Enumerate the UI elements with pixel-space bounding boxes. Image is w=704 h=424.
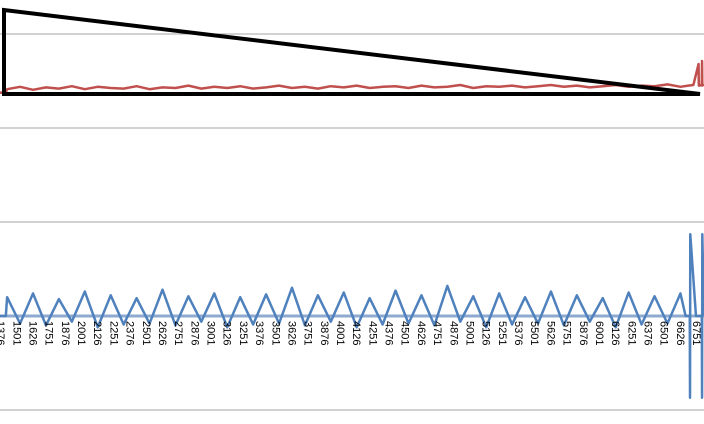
- x-tick-label: 1501: [10, 321, 22, 345]
- x-tick-label: 4751: [431, 321, 443, 345]
- x-tick-label: 5126: [480, 321, 492, 345]
- x-tick-label: 1376: [0, 321, 6, 345]
- x-tick-label: 3876: [318, 321, 330, 345]
- x-tick-label: 3376: [253, 321, 265, 345]
- plots: [0, 59, 704, 400]
- x-tick-label: 6501: [658, 321, 670, 345]
- x-tick-label: 3501: [269, 321, 281, 345]
- x-tick-label: 2126: [91, 321, 103, 345]
- x-tick-label: 5376: [512, 321, 524, 345]
- x-tick-label: 1626: [26, 321, 38, 345]
- x-tick-label: 4001: [334, 321, 346, 345]
- data-line: [0, 232, 704, 400]
- x-tick-label: 4501: [399, 321, 411, 345]
- x-tick-label: 1876: [59, 321, 71, 345]
- x-tick-label: 6376: [642, 321, 654, 345]
- x-tick-label: 3751: [302, 321, 314, 345]
- data-line: [0, 59, 704, 95]
- x-tick-label: 6626: [674, 321, 686, 345]
- x-tick-label: 2626: [156, 321, 168, 345]
- x-tick-label: 4376: [383, 321, 395, 345]
- x-tick-label: 5876: [577, 321, 589, 345]
- x-tick-label: 4251: [366, 321, 378, 345]
- x-tick-label: 4126: [350, 321, 362, 345]
- x-tick-label: 5001: [463, 321, 475, 345]
- x-tick-label: 5626: [544, 321, 556, 345]
- x-tick-label: 2751: [172, 321, 184, 345]
- x-tick-label: 4626: [415, 321, 427, 345]
- x-tick-label: 2501: [140, 321, 152, 345]
- triangle-annotation: [2, 7, 701, 96]
- x-tick-label: 3251: [237, 321, 249, 345]
- x-tick-label: 4876: [447, 321, 459, 345]
- x-tick-label: 5751: [561, 321, 573, 345]
- x-tick-label: 2001: [75, 321, 87, 345]
- x-tick-label: 5501: [528, 321, 540, 345]
- x-tick-label: 2376: [124, 321, 136, 345]
- x-tick-label: 1751: [43, 321, 55, 345]
- x-tick-label: 2251: [107, 321, 119, 345]
- x-tick-label: 3126: [221, 321, 233, 345]
- x-tick-label: 6126: [609, 321, 621, 345]
- x-tick-label: 3626: [285, 321, 297, 345]
- x-tick-label: 6751: [690, 321, 702, 345]
- x-tick-label: 2876: [188, 321, 200, 345]
- x-tick-label: 6001: [593, 321, 605, 345]
- x-tick-label: 3001: [205, 321, 217, 345]
- x-tick-label: 6251: [625, 321, 637, 345]
- x-tick-label: 5251: [496, 321, 508, 345]
